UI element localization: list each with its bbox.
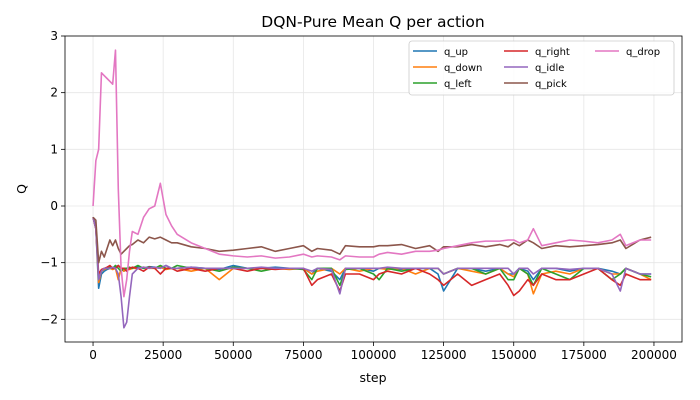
x-tick-label: 150000	[491, 348, 537, 362]
legend-label: q_up	[444, 47, 468, 58]
y-tick-label: −1	[40, 256, 58, 270]
legend-label: q_drop	[626, 47, 660, 58]
y-axis-label: Q	[14, 184, 29, 194]
x-axis-label: step	[359, 370, 386, 385]
legend: q_up q_down q_left q_right q_idle q_pick q_dro…	[408, 40, 675, 96]
x-tick-label: 0	[89, 348, 97, 362]
y-tick-label: −2	[40, 312, 58, 326]
x-tick-label: 100000	[351, 348, 397, 362]
series-line-q-pick	[92, 216, 652, 264]
x-tick-label: 75000	[284, 348, 322, 362]
series-line-q-left	[92, 217, 652, 287]
legend-label: q_right	[535, 47, 570, 58]
x-tick-label: 25000	[144, 348, 182, 362]
legend-label: q_idle	[535, 63, 564, 74]
y-tick-label: 1	[50, 142, 58, 156]
legend-box	[408, 40, 675, 96]
legend-label: q_down	[444, 63, 482, 74]
x-tick-label: 175000	[561, 348, 607, 362]
series-line-q-right	[92, 217, 652, 297]
series-layer	[92, 49, 652, 329]
y-tick-label: 0	[50, 199, 58, 213]
x-tick-label: 50000	[214, 348, 252, 362]
x-tick-label: 125000	[421, 348, 467, 362]
y-axis: −2 −1 0 1 2 3	[40, 29, 65, 326]
chart-title: DQN-Pure Mean Q per action	[261, 13, 484, 31]
y-tick-label: 3	[50, 29, 58, 43]
series-line-q-drop	[92, 49, 652, 298]
y-tick-label: 2	[50, 86, 58, 100]
legend-label: q_pick	[535, 79, 567, 90]
legend-label: q_left	[444, 79, 472, 90]
series-line-q-idle	[92, 217, 652, 329]
x-axis: 0 25000 50000 75000 100000 125000 150000 175000…	[89, 342, 677, 362]
x-tick-label: 200000	[631, 348, 677, 362]
